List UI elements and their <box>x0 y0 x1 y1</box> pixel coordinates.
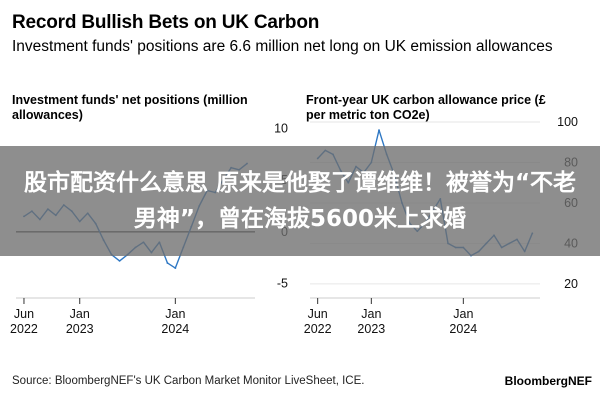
data-point <box>378 129 380 132</box>
x-tick-label: Jan 2023 <box>66 307 94 336</box>
data-point <box>166 262 169 264</box>
x-tick-label: Jan 2024 <box>161 307 189 336</box>
x-tick-label: Jan 2024 <box>449 307 477 336</box>
data-point <box>174 267 177 270</box>
y-tick-label: 20 <box>564 277 578 291</box>
brand-logo-text: BloombergNEF <box>504 374 592 388</box>
overlay-banner-text: 股市配资什么意思 原来是他娶了谭维维！被誉为“不老男神”，曾在海拔5600米上求… <box>23 170 577 232</box>
x-tick-label: Jun 2022 <box>10 307 38 336</box>
page-subtitle: Investment funds' positions are 6.6 mill… <box>12 38 553 55</box>
page-title: Record Bullish Bets on UK Carbon <box>12 12 320 33</box>
left-chart-title: Investment funds' net positions (million… <box>12 93 248 122</box>
y-tick-label: 100 <box>557 115 578 129</box>
x-tick-label: Jun 2022 <box>304 307 332 336</box>
x-tick-label: Jan 2023 <box>357 307 385 336</box>
overlay-banner[interactable]: 股市配资什么意思 原来是他娶了谭维维！被誉为“不老男神”，曾在海拔5600米上求… <box>0 146 600 256</box>
y-tick-label: 10 <box>274 121 288 135</box>
y-tick-label: -5 <box>277 277 288 291</box>
data-point <box>118 259 121 262</box>
right-chart-title: Front-year UK carbon allowance price (£ … <box>306 93 546 122</box>
source-note: Source: BloombergNEF's UK Carbon Market … <box>12 375 365 387</box>
